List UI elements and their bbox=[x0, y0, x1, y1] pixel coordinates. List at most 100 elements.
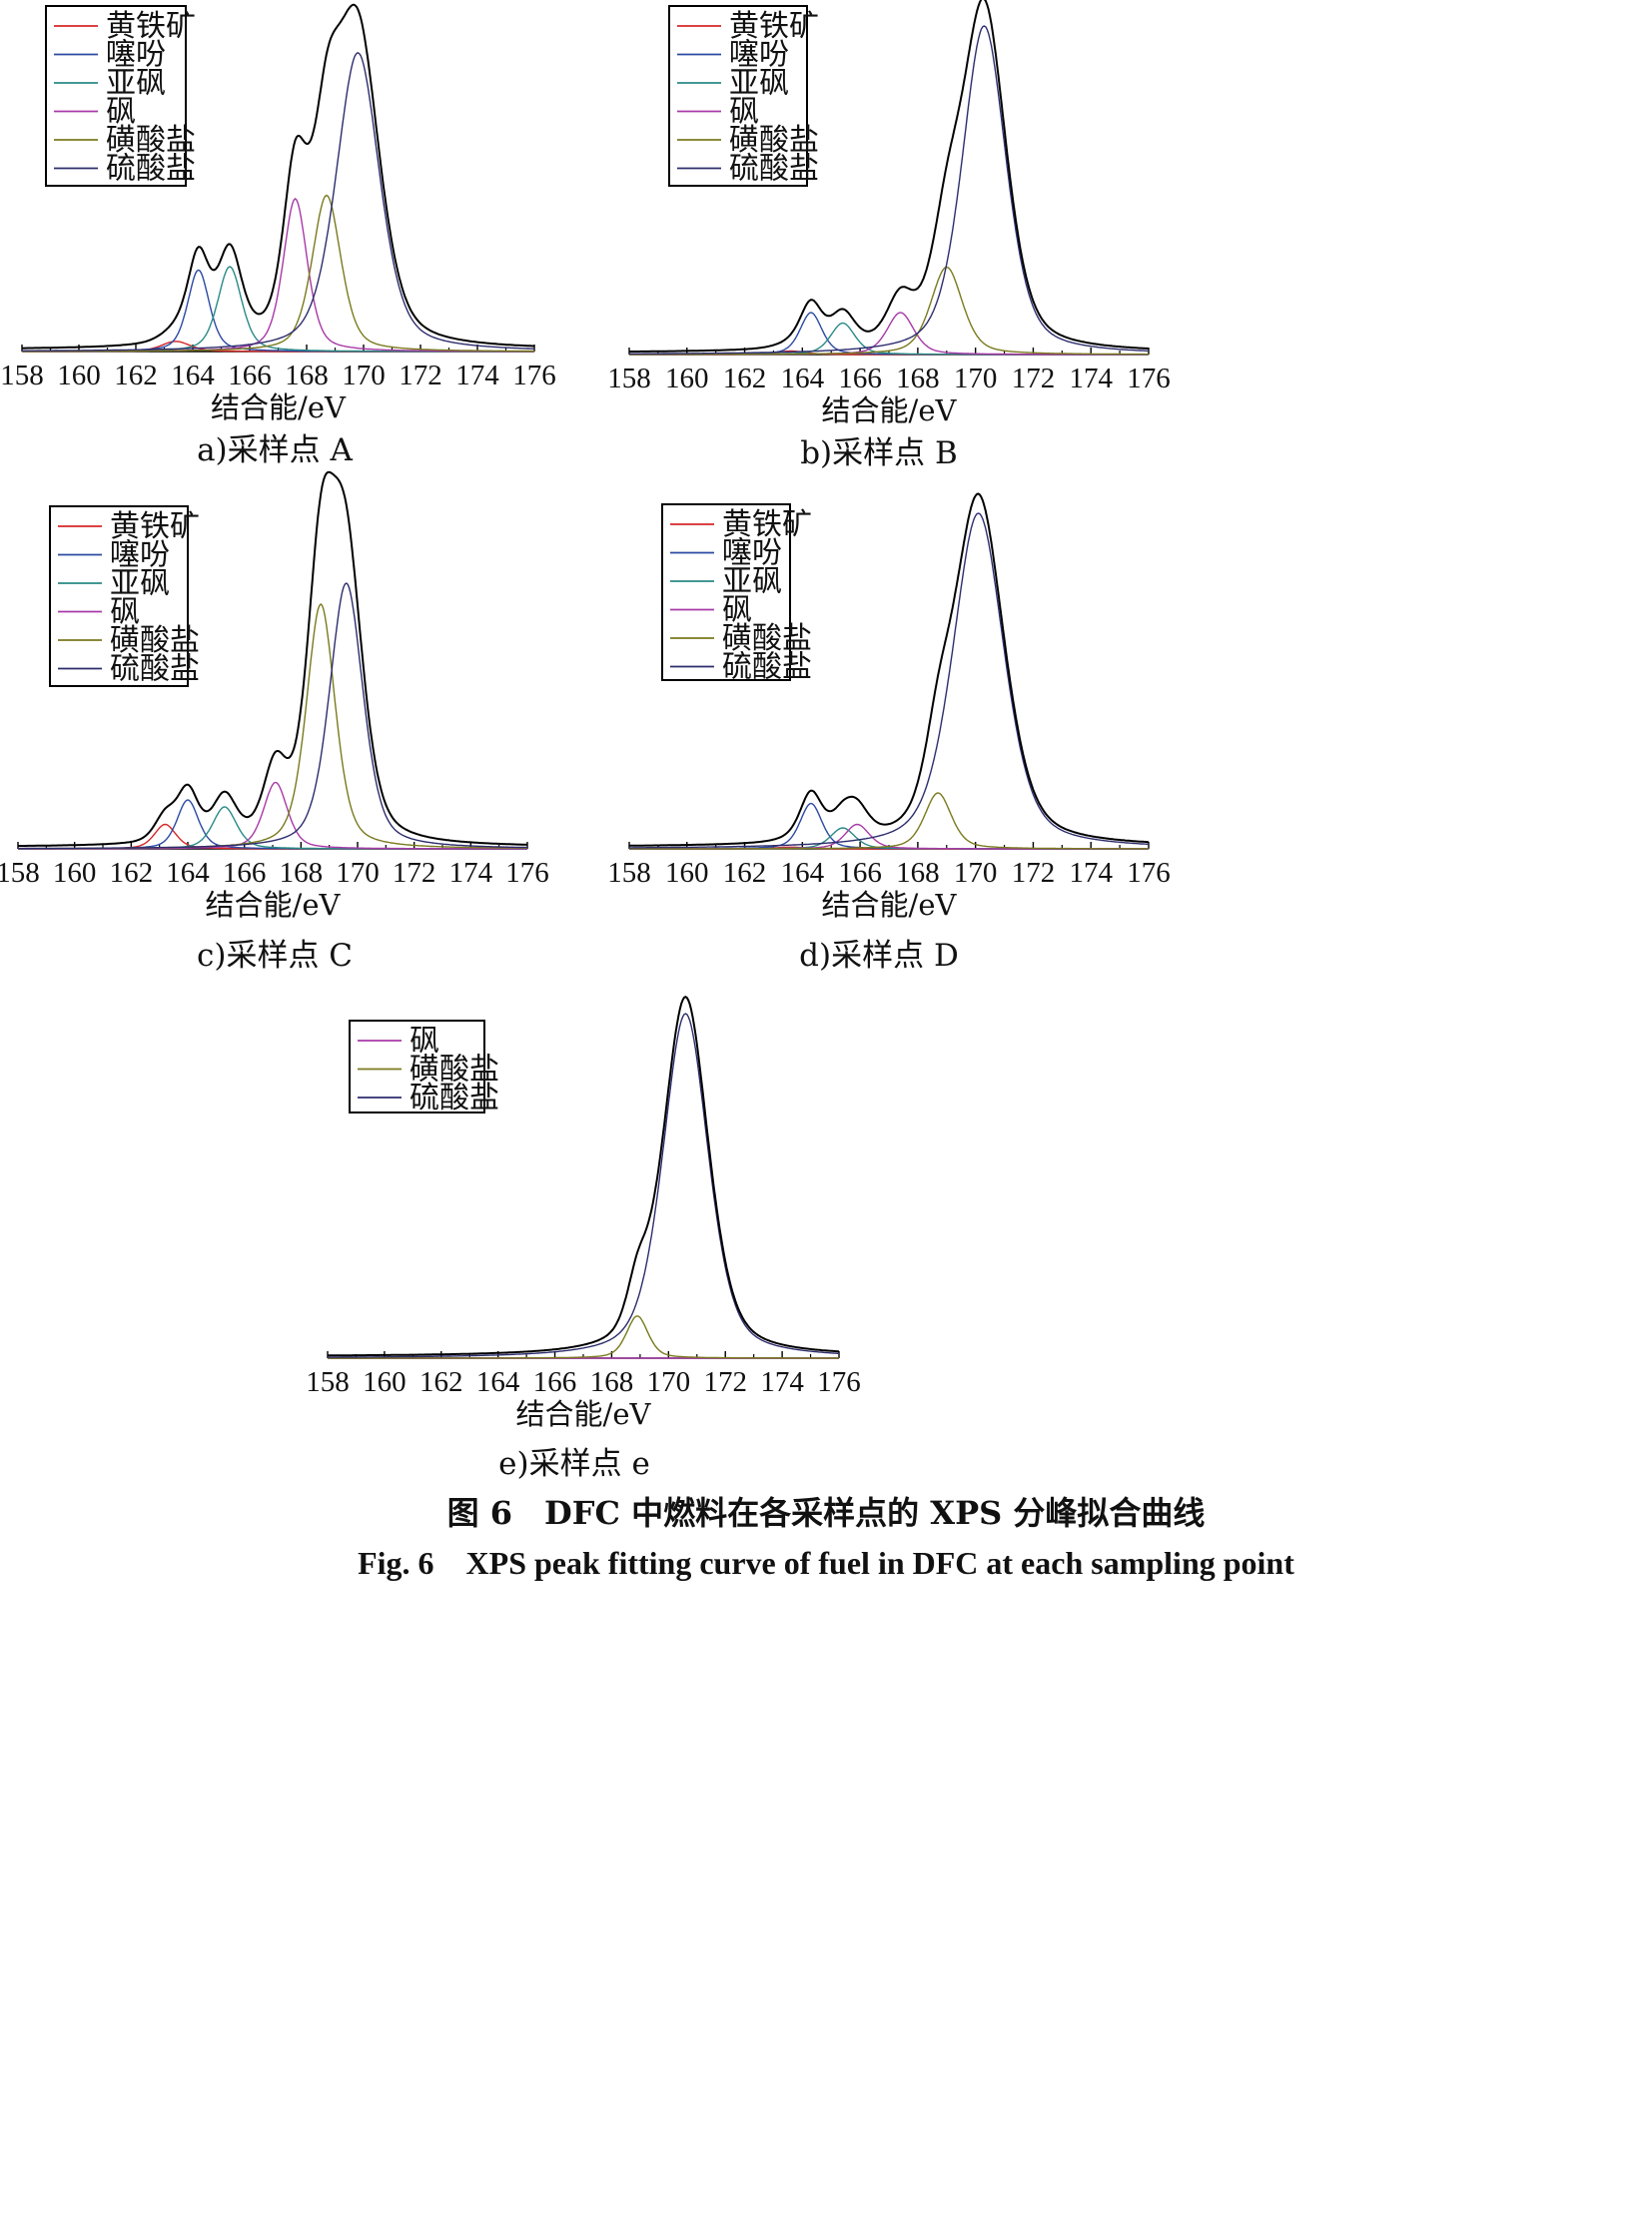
x-tick-label: 176 bbox=[512, 360, 556, 391]
x-tick-label: 172 bbox=[703, 1366, 747, 1398]
series-line-磺酸盐 bbox=[629, 266, 1149, 356]
legend-entry: 硫酸盐 bbox=[410, 1081, 499, 1115]
series-line-磺酸盐 bbox=[629, 792, 1149, 850]
x-tick-label: 170 bbox=[342, 360, 386, 391]
chart-b-svg: 158 160 162 164 166 168 170 172 174 176 结合能/eV 黄铁矿噻… bbox=[607, 0, 1171, 427]
series-line-磺酸盐 bbox=[328, 1315, 839, 1359]
legend-entry: 磺酸盐 bbox=[722, 621, 812, 656]
envelope-line bbox=[22, 3, 534, 350]
chart-c-svg: 158 160 162 164 166 168 170 172 174 176 结合能/eV 黄铁矿噻… bbox=[0, 470, 549, 922]
legend-entry: 噻吩 bbox=[729, 38, 789, 73]
x-tick-label: 168 bbox=[280, 857, 324, 889]
series-line-砜 bbox=[22, 198, 534, 353]
x-tick-label: 166 bbox=[838, 857, 882, 889]
legend-box bbox=[49, 505, 189, 687]
series-line-噻吩 bbox=[629, 802, 1149, 850]
chart-panel-d: 158 160 162 164 166 168 170 172 174 176 结合能/eV 黄铁矿噻… bbox=[599, 492, 1398, 974]
x-tick-label: 164 bbox=[476, 1366, 520, 1398]
legend-box bbox=[668, 5, 808, 187]
legend-entry: 砜 bbox=[722, 593, 752, 628]
chart-e-caption: e)采样点 e bbox=[498, 1446, 650, 1482]
legend-entry: 硫酸盐 bbox=[106, 152, 196, 187]
legend-entry: 磺酸盐 bbox=[110, 623, 200, 658]
x-axis-label: 结合能/eV bbox=[211, 390, 347, 424]
x-tick-label: 158 bbox=[607, 857, 651, 889]
x-axis-label: 结合能/eV bbox=[516, 1397, 652, 1431]
legend-entry: 黄铁矿 bbox=[110, 509, 200, 544]
legend-entry: 磺酸盐 bbox=[729, 123, 819, 158]
chart-d-svg: 158 160 162 164 166 168 170 172 174 176 结合能/eV 黄铁矿噻… bbox=[607, 492, 1171, 922]
x-tick-label: 162 bbox=[419, 1366, 463, 1398]
legend-entry: 亚砜 bbox=[729, 66, 789, 101]
x-tick-label: 162 bbox=[114, 360, 158, 391]
x-tick-label: 174 bbox=[1069, 857, 1113, 889]
x-tick-label: 176 bbox=[505, 857, 549, 889]
x-tick-label: 162 bbox=[723, 363, 767, 394]
x-tick-label: 172 bbox=[1012, 857, 1056, 889]
figure-title-cn: 图 6 DFC 中燃料在各采样点的 XPS 分峰拟合曲线 bbox=[446, 1494, 1206, 1532]
x-tick-label: 166 bbox=[228, 360, 272, 391]
chart-panel-b: 158 160 162 164 166 168 170 172 174 176 结合能/eV 黄铁矿噻… bbox=[599, 0, 1398, 471]
series-line-硫酸盐 bbox=[22, 51, 534, 352]
x-axis-label: 结合能/eV bbox=[206, 888, 342, 922]
chart-panel-c: 158 160 162 164 166 168 170 172 174 176 结合能/eV 黄铁矿噻… bbox=[0, 470, 799, 974]
legend-entry: 黄铁矿 bbox=[722, 507, 812, 542]
x-tick-label: 160 bbox=[665, 363, 709, 394]
x-tick-label: 164 bbox=[781, 857, 825, 889]
x-tick-label: 168 bbox=[896, 363, 940, 394]
series-line-磺酸盐 bbox=[22, 194, 534, 353]
legend-entry: 硫酸盐 bbox=[722, 650, 812, 685]
legend-box bbox=[45, 5, 187, 187]
chart-b-caption: b)采样点 B bbox=[800, 435, 958, 471]
x-tick-label: 174 bbox=[760, 1366, 804, 1398]
series-line-硫酸盐 bbox=[328, 1013, 839, 1358]
x-tick-label: 166 bbox=[838, 363, 882, 394]
x-tick-label: 168 bbox=[590, 1366, 634, 1398]
x-tick-label: 164 bbox=[781, 363, 825, 394]
x-tick-label: 174 bbox=[1069, 363, 1113, 394]
envelope-line bbox=[18, 470, 527, 847]
x-tick-label: 172 bbox=[399, 360, 442, 391]
figure-title-en: Fig. 6 XPS peak fitting curve of fuel in… bbox=[358, 1545, 1294, 1581]
x-tick-label: 164 bbox=[166, 857, 210, 889]
x-tick-label: 170 bbox=[954, 363, 998, 394]
envelope-line bbox=[629, 492, 1150, 847]
x-tick-label: 158 bbox=[0, 360, 44, 391]
chart-a-svg: 158 160 162 164 166 168 170 172 174 176 结合能/eV 黄铁矿噻… bbox=[0, 3, 556, 424]
x-tick-label: 170 bbox=[954, 857, 998, 889]
x-tick-label: 158 bbox=[306, 1366, 350, 1398]
x-axis-label: 结合能/eV bbox=[822, 393, 958, 427]
legend-entry: 磺酸盐 bbox=[410, 1053, 499, 1088]
envelope-line bbox=[328, 996, 840, 1357]
envelope-line bbox=[629, 0, 1150, 353]
legend-entry: 砜 bbox=[410, 1024, 439, 1059]
x-tick-label: 170 bbox=[336, 857, 380, 889]
legend-entry: 黄铁矿 bbox=[729, 9, 819, 44]
chart-panel-e: 158 160 162 164 166 168 170 172 174 176 结合能/eV 砜磺酸盐… bbox=[300, 996, 1099, 1482]
x-tick-label: 168 bbox=[285, 360, 329, 391]
legend-entry: 硫酸盐 bbox=[729, 152, 819, 187]
x-axis-label: 结合能/eV bbox=[822, 888, 958, 922]
x-tick-label: 166 bbox=[533, 1366, 577, 1398]
x-tick-label: 176 bbox=[817, 1366, 861, 1398]
x-tick-label: 168 bbox=[896, 857, 940, 889]
legend-entry: 硫酸盐 bbox=[110, 652, 200, 687]
x-tick-label: 160 bbox=[53, 857, 97, 889]
chart-panel-a: 158 160 162 164 166 168 170 172 174 176 结合能/eV 黄铁矿噻… bbox=[0, 0, 799, 469]
legend-entry: 砜 bbox=[106, 95, 136, 130]
chart-d-caption: d)采样点 D bbox=[799, 938, 959, 974]
chart-a-caption: a)采样点 A bbox=[197, 432, 353, 468]
x-tick-label: 176 bbox=[1127, 363, 1171, 394]
series-line-硫酸盐 bbox=[18, 582, 527, 850]
chart-e-svg: 158 160 162 164 166 168 170 172 174 176 结合能/eV 砜磺酸盐… bbox=[306, 996, 861, 1431]
x-tick-label: 170 bbox=[647, 1366, 691, 1398]
legend-entry: 噻吩 bbox=[110, 538, 170, 573]
legend-entry: 亚砜 bbox=[110, 566, 170, 601]
legend-entry: 砜 bbox=[729, 95, 759, 130]
legend-entry: 噻吩 bbox=[106, 38, 166, 73]
